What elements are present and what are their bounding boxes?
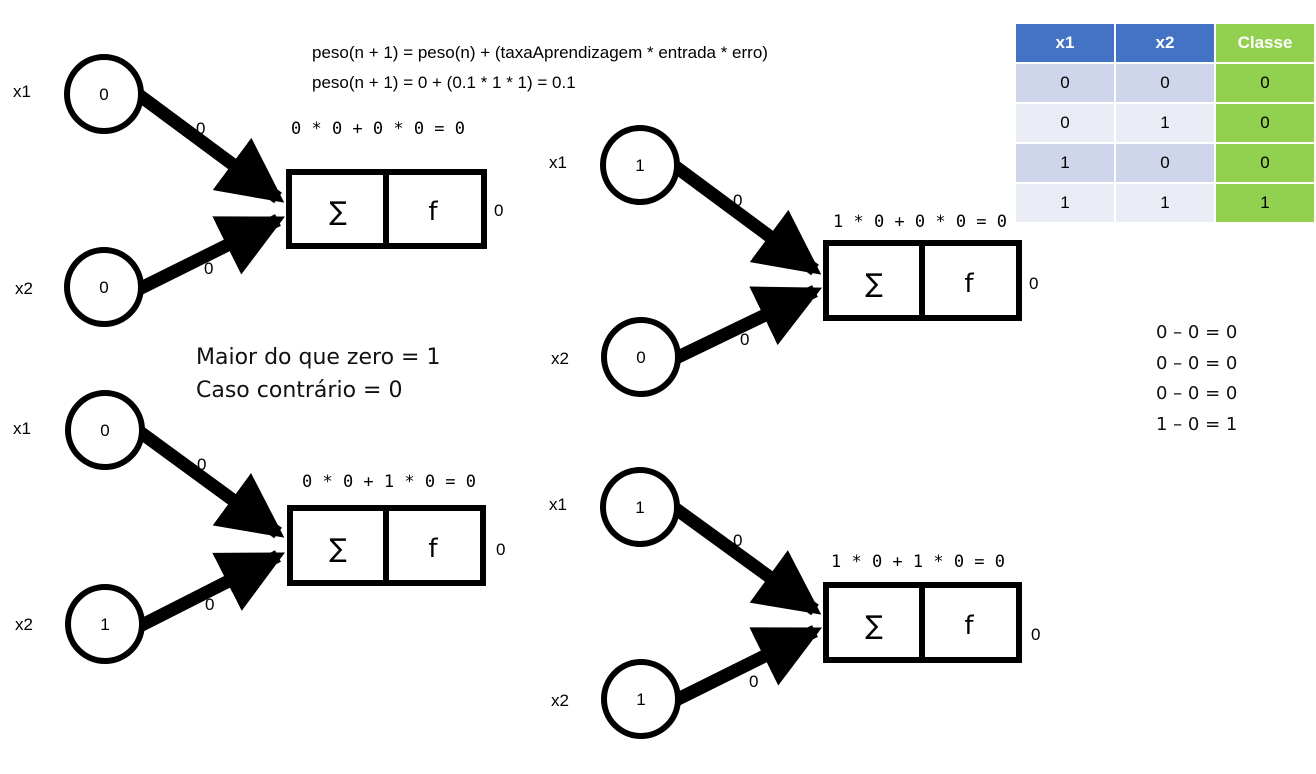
weight-value-w2: 0 <box>204 259 213 278</box>
neuron-output: 0 <box>1031 625 1040 644</box>
table-header-row: x1 x2 Classe <box>1016 24 1314 62</box>
input-label-x1: x1 <box>13 82 31 101</box>
table-row: 0 0 0 <box>1016 64 1314 102</box>
error-difference-1: 0 – 0 = 0 <box>1156 322 1237 343</box>
input-value-x1: 0 <box>99 85 108 104</box>
weight-value-w1: 0 <box>197 455 206 474</box>
activation-function-symbol: f <box>964 611 974 641</box>
and-truth-table: x1 x2 Classe 0 0 0 0 1 0 1 0 0 1 1 1 <box>1014 22 1316 224</box>
header-x2: x2 <box>1116 24 1214 62</box>
neuron-output: 0 <box>496 540 505 559</box>
sum-symbol: ∑ <box>329 534 347 564</box>
input-value-x2: 0 <box>636 348 645 367</box>
cell-x2: 0 <box>1116 144 1214 182</box>
sum-computation: 1 * 0 + 0 * 0 = 0 <box>833 212 1007 232</box>
weight-value-w1: 0 <box>196 119 205 138</box>
activation-rule-otherwise: Caso contrário = 0 <box>196 378 402 403</box>
weight-value-w2: 0 <box>749 672 758 691</box>
weight-arrow-x2 <box>139 220 278 289</box>
input-label-x1: x1 <box>13 419 31 438</box>
weight-arrow-x1 <box>676 509 815 610</box>
weight-value-w2: 0 <box>205 595 214 614</box>
perceptron-1: 0 0 x1 x2 0 0 0 * 0 + 0 * 0 = 0 ∑ f 0 <box>13 57 503 324</box>
neuron-output: 0 <box>1029 274 1038 293</box>
input-value-x1: 0 <box>100 421 109 440</box>
input-label-x2: x2 <box>551 691 569 710</box>
weight-update-example: peso(n + 1) = 0 + (0.1 * 1 * 1) = 0.1 <box>312 73 576 92</box>
error-difference-3: 0 – 0 = 0 <box>1156 383 1237 404</box>
perceptron-4: 1 1 x1 x2 0 0 1 * 0 + 1 * 0 = 0 ∑ f 0 <box>549 470 1040 736</box>
cell-x2: 0 <box>1116 64 1214 102</box>
sum-symbol: ∑ <box>329 197 347 227</box>
sum-computation: 1 * 0 + 1 * 0 = 0 <box>831 552 1005 572</box>
neuron-output: 0 <box>494 201 503 220</box>
activation-rule-positive: Maior do que zero = 1 <box>196 345 440 370</box>
weight-value-w1: 0 <box>733 531 742 550</box>
cell-classe: 0 <box>1216 144 1314 182</box>
input-value-x1: 1 <box>635 498 644 517</box>
activation-function-symbol: f <box>964 269 974 299</box>
cell-x1: 0 <box>1016 64 1114 102</box>
header-x1: x1 <box>1016 24 1114 62</box>
error-difference-2: 0 – 0 = 0 <box>1156 353 1237 374</box>
weight-value-w1: 0 <box>733 191 742 210</box>
sum-symbol: ∑ <box>865 611 883 641</box>
input-label-x2: x2 <box>551 349 569 368</box>
input-value-x1: 1 <box>635 156 644 175</box>
weight-arrow-x1 <box>140 432 278 533</box>
cell-x1: 1 <box>1016 184 1114 222</box>
header-classe: Classe <box>1216 24 1314 62</box>
table-row: 1 1 1 <box>1016 184 1314 222</box>
activation-function-symbol: f <box>428 197 438 227</box>
input-label-x1: x1 <box>549 153 567 172</box>
table-row: 0 1 0 <box>1016 104 1314 142</box>
cell-x1: 1 <box>1016 144 1114 182</box>
weight-arrow-x2 <box>140 556 278 626</box>
input-label-x2: x2 <box>15 279 33 298</box>
cell-classe: 0 <box>1216 104 1314 142</box>
cell-x1: 0 <box>1016 104 1114 142</box>
perceptron-2: 1 0 x1 x2 0 0 1 * 0 + 0 * 0 = 0 ∑ f 0 <box>549 128 1038 394</box>
input-value-x2: 0 <box>99 278 108 297</box>
error-difference-4: 1 – 0 = 1 <box>1156 414 1237 435</box>
perceptron-3: 0 1 x1 x2 0 0 0 * 0 + 1 * 0 = 0 ∑ f 0 <box>13 393 505 661</box>
sum-computation: 0 * 0 + 0 * 0 = 0 <box>291 119 465 139</box>
input-label-x2: x2 <box>15 615 33 634</box>
weight-value-w2: 0 <box>740 330 749 349</box>
weight-update-formula: peso(n + 1) = peso(n) + (taxaAprendizage… <box>312 43 768 62</box>
weight-arrow-x2 <box>676 631 815 700</box>
table-row: 1 0 0 <box>1016 144 1314 182</box>
cell-x2: 1 <box>1116 104 1214 142</box>
input-value-x2: 1 <box>100 615 109 634</box>
input-label-x1: x1 <box>549 495 567 514</box>
cell-x2: 1 <box>1116 184 1214 222</box>
activation-function-symbol: f <box>428 534 438 564</box>
sum-symbol: ∑ <box>865 269 883 299</box>
input-value-x2: 1 <box>636 690 645 709</box>
cell-classe: 0 <box>1216 64 1314 102</box>
sum-computation: 0 * 0 + 1 * 0 = 0 <box>302 472 476 492</box>
cell-classe: 1 <box>1216 184 1314 222</box>
weight-arrow-x1 <box>676 167 815 270</box>
weight-arrow-x1 <box>139 95 278 198</box>
